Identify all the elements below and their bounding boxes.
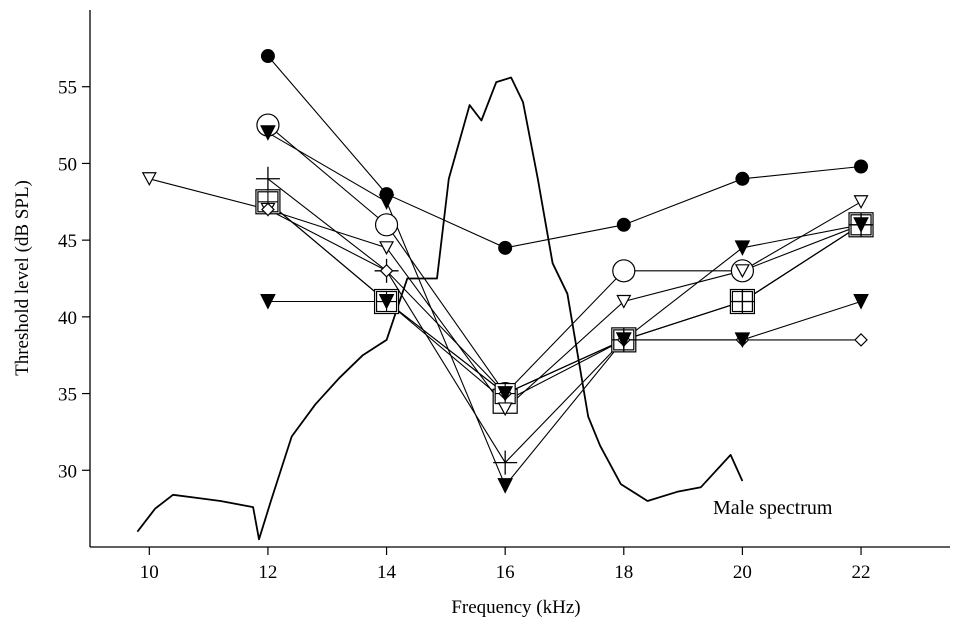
data-point-filled-triangle-down xyxy=(497,478,513,494)
male-spectrum-curve xyxy=(136,76,744,541)
series-markers-3 xyxy=(260,125,869,494)
series-line-8 xyxy=(267,300,862,395)
data-point-open-triangle-down xyxy=(379,241,395,256)
data-point-filled-triangle-down xyxy=(378,294,395,310)
x-tick-label: 16 xyxy=(496,562,515,583)
spectrum-annotation: Male spectrum xyxy=(713,497,833,519)
data-point-filled-circle xyxy=(379,187,394,202)
data-point-filled-circle xyxy=(616,217,631,232)
ticks: 10 12 14 16 18 20 22 30 35 40 45 50 55 xyxy=(58,78,871,583)
data-point-filled-triangle-down xyxy=(615,332,632,348)
data-point-filled-circle xyxy=(498,240,513,255)
data-point-filled-triangle-down xyxy=(260,294,276,310)
data-point-filled-triangle-down xyxy=(734,240,751,256)
series-markers-2 xyxy=(256,113,873,406)
x-tick-label: 18 xyxy=(614,562,633,583)
data-point-filled-circle xyxy=(854,159,869,174)
data-point-open-triangle-down xyxy=(497,402,513,417)
y-tick-label: 55 xyxy=(58,78,77,99)
series-line-2 xyxy=(267,124,862,395)
data-point-open-diamond xyxy=(379,263,394,278)
series-line-3 xyxy=(267,132,862,487)
series-line-9 xyxy=(267,201,862,395)
data-point-filled-triangle-down xyxy=(497,386,513,402)
data-point-filled-circle xyxy=(735,171,750,186)
data-point-filled-triangle-down xyxy=(734,332,751,348)
data-point-plus xyxy=(255,166,280,191)
data-point-open-triangle-down xyxy=(853,195,869,210)
series-markers-8 xyxy=(260,294,869,402)
data-point-open-circle xyxy=(612,259,636,283)
spectrum-line xyxy=(136,76,744,541)
data-point-filled-triangle-down xyxy=(260,125,276,141)
series-markers-1 xyxy=(260,49,869,255)
data-point-open-triangle-down xyxy=(141,172,157,187)
y-tick-label: 45 xyxy=(58,231,77,252)
series-markers-9 xyxy=(257,191,872,405)
x-tick-label: 22 xyxy=(852,562,871,583)
y-axis-title: Threshold level (dB SPL) xyxy=(12,180,33,376)
series-group xyxy=(141,49,874,494)
data-point-filled-triangle-down xyxy=(853,217,869,233)
data-point-plus xyxy=(730,289,755,314)
y-tick-label: 30 xyxy=(58,461,77,482)
series-markers-5 xyxy=(255,166,874,475)
data-point-open-diamond xyxy=(261,202,275,217)
series-line-1 xyxy=(267,55,862,249)
axes xyxy=(89,10,950,548)
y-tick-label: 50 xyxy=(58,154,77,175)
y-tick-label: 40 xyxy=(58,308,77,329)
data-point-filled-triangle-down xyxy=(853,294,869,310)
x-axis-title: Frequency (kHz) xyxy=(451,597,580,618)
x-tick-label: 10 xyxy=(140,562,159,583)
data-point-open-triangle-down xyxy=(734,264,750,279)
series-markers-4 xyxy=(141,172,869,417)
x-tick-label: 12 xyxy=(258,562,277,583)
series-line-5 xyxy=(267,178,862,464)
labels: Frequency (kHz) Threshold level (dB SPL)… xyxy=(12,180,833,618)
data-point-open-diamond xyxy=(854,333,868,347)
x-tick-label: 20 xyxy=(733,562,752,583)
data-point-open-triangle-down xyxy=(616,294,632,309)
data-point-plus xyxy=(493,450,518,475)
x-tick-label: 14 xyxy=(377,562,397,583)
data-point-open-circle xyxy=(374,213,399,237)
data-point-filled-circle xyxy=(260,49,275,64)
y-tick-label: 35 xyxy=(58,385,77,406)
